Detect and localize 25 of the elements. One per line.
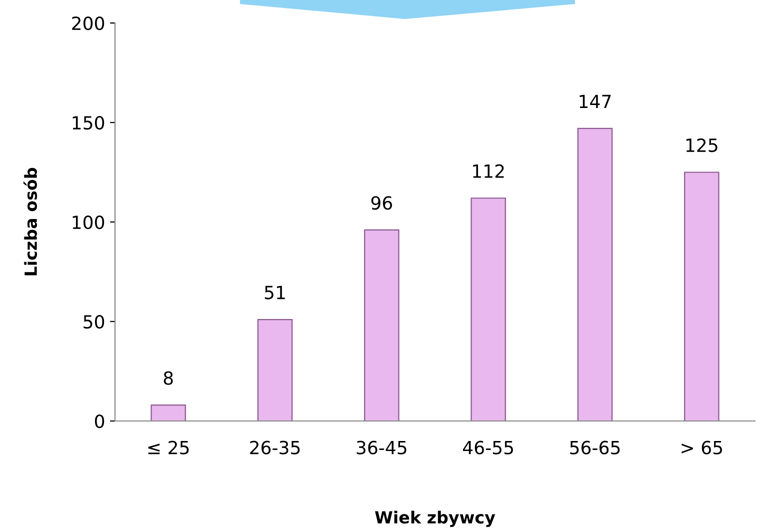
data-label: 51: [264, 286, 285, 300]
x-tick-label: ≤ 25: [148, 440, 189, 454]
x-tick-label: 56-65: [570, 440, 620, 454]
bar: [257, 318, 293, 421]
data-label: 8: [164, 371, 173, 385]
data-label: 112: [473, 164, 504, 178]
bar: [577, 128, 613, 421]
data-label: 147: [580, 94, 611, 108]
y-tick-label: 0: [94, 414, 104, 428]
bar: [684, 172, 720, 421]
x-tick-label: 36-45: [356, 440, 406, 454]
y-tick-label: 200: [72, 16, 104, 30]
y-tick-label: 50: [84, 314, 104, 329]
bar: [364, 229, 400, 421]
data-label: 96: [371, 196, 392, 210]
y-tick-label: 150: [72, 116, 104, 130]
bar: [150, 404, 186, 421]
y-axis-title: Liczba osób: [23, 168, 38, 276]
x-tick-label: 46-55: [462, 440, 513, 454]
data-label: 125: [686, 138, 718, 152]
x-tick-label: > 65: [682, 440, 722, 454]
y-tick-label: 100: [72, 215, 104, 230]
x-tick-label: 26-35: [250, 440, 300, 454]
bar: [470, 198, 506, 421]
x-axis-title: Wiek zbywcy: [375, 510, 496, 527]
